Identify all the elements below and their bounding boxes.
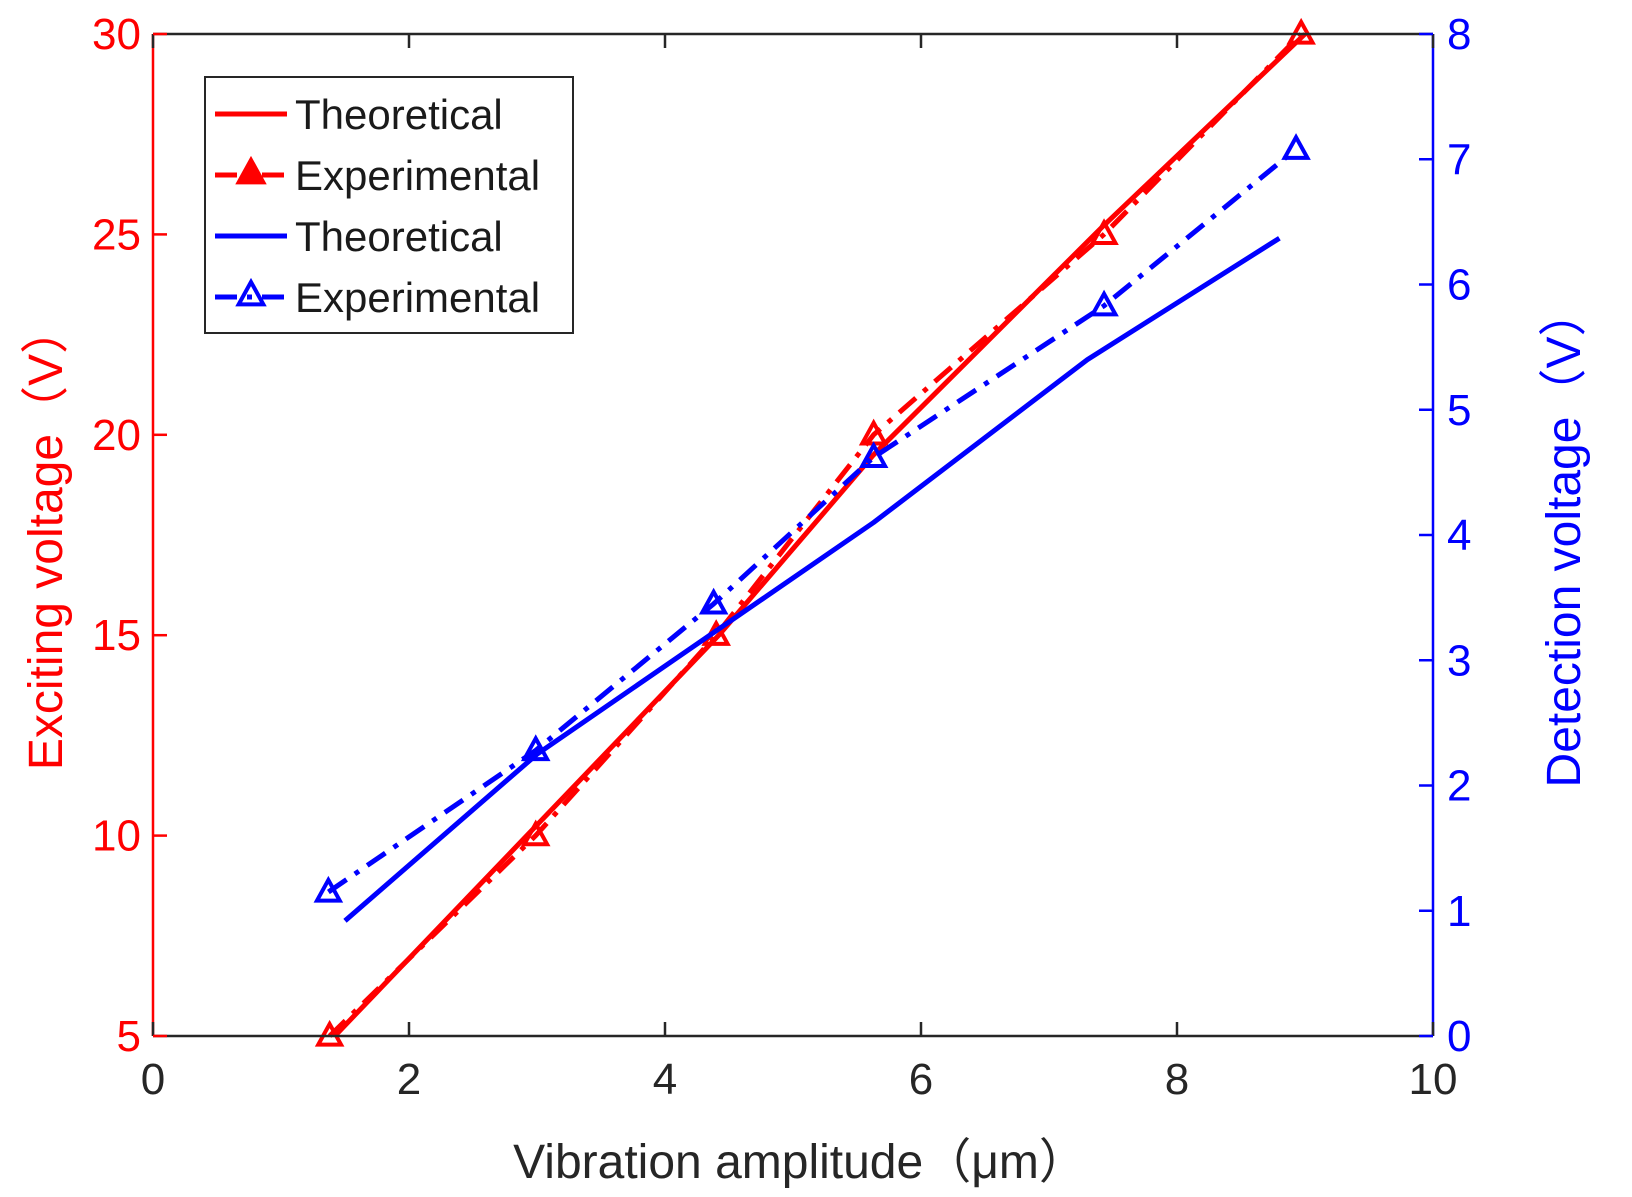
- x-tick-label: 8: [1165, 1055, 1189, 1104]
- series-2-marker: [1286, 17, 1316, 45]
- axes: 0 2 4 6 8 10 5 10 15 20 25 30 0 1 2 3 4 5 6 7 8: [92, 10, 1471, 1104]
- series-1-left-solid-line: [332, 32, 1307, 1038]
- right-y-tick-label: 6: [1447, 261, 1471, 310]
- series-4-marker: [1281, 133, 1311, 160]
- legend-marker-2: [235, 155, 267, 185]
- x-axis-title: Vibration amplitude（μm）: [513, 1136, 1087, 1189]
- right-y-tick-label: 4: [1447, 511, 1471, 560]
- series-2-marker: [1089, 218, 1119, 246]
- legend-label-4: Experimental: [295, 274, 540, 321]
- x-tick-label: 6: [909, 1055, 933, 1104]
- legend-label-3: Theoretical: [295, 213, 503, 260]
- right-axis-title: Detection voltage（V）: [1538, 289, 1591, 788]
- legend-box: [204, 76, 574, 334]
- legend-marker-4: [235, 277, 267, 307]
- series-4-marker: [313, 875, 344, 903]
- x-tick-label: 10: [1409, 1055, 1458, 1104]
- right-y-tick-label: 5: [1447, 386, 1471, 435]
- right-y-tick-label: 8: [1447, 10, 1471, 59]
- x-tick-label: 0: [141, 1055, 165, 1104]
- right-y-tick-label: 1: [1447, 887, 1471, 936]
- right-y-tick-label: 0: [1447, 1012, 1471, 1061]
- series-4-marker: [858, 441, 889, 468]
- left-y-tick-label: 20: [92, 411, 141, 460]
- left-axis-title: Exciting voltage（V）: [20, 306, 73, 770]
- left-y-tick-label: 5: [117, 1012, 141, 1061]
- legend: Theoretical Experimental Theoretical Experi…: [204, 76, 574, 334]
- legend-label-2: Experimental: [295, 152, 540, 199]
- right-y-tick-label: 3: [1447, 636, 1471, 685]
- series-4-marker: [1089, 289, 1119, 317]
- series-2-marker: [520, 819, 551, 847]
- legend-label-1: Theoretical: [295, 91, 503, 138]
- series-2-left-dashdot-line: [327, 32, 1303, 1038]
- left-y-tick-label: 15: [92, 611, 141, 660]
- series-4-marker: [698, 587, 729, 615]
- left-y-tick-label: 25: [92, 210, 141, 259]
- plot-area: [313, 17, 1316, 1047]
- x-tick-label: 4: [653, 1055, 677, 1104]
- right-y-tick-label: 2: [1447, 762, 1471, 811]
- series-3-right-solid-line: [343, 236, 1281, 923]
- left-y-tick-label: 10: [92, 812, 141, 861]
- right-axis-title-text: Detection voltage（V）: [1538, 289, 1591, 788]
- series-4-marker: [520, 734, 551, 762]
- right-y-tick-label: 7: [1447, 135, 1471, 184]
- series-4-right-dashdot-line: [326, 147, 1298, 895]
- series-2-marker: [314, 1019, 345, 1047]
- left-axis-title-text: Exciting voltage（V）: [20, 306, 73, 770]
- x-tick-label: 2: [397, 1055, 421, 1104]
- left-y-tick-label: 30: [92, 10, 141, 59]
